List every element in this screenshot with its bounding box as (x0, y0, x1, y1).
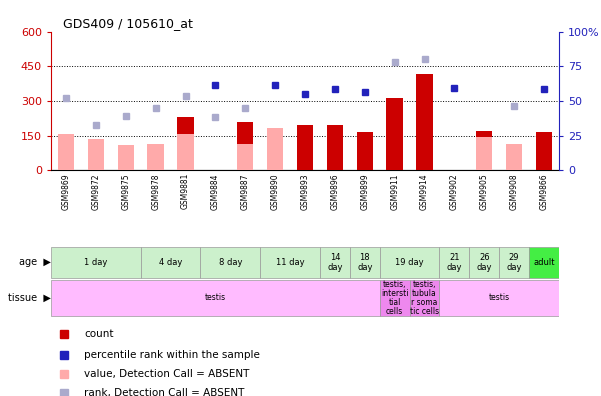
Bar (529, 247, 559, 278)
Bar (439, 247, 469, 278)
Text: 14
day: 14 day (327, 253, 343, 272)
Bar (237, 144, 254, 170)
Bar (237, 122, 254, 170)
Text: count: count (84, 329, 114, 339)
Bar (350, 247, 380, 278)
Bar (88, 139, 104, 170)
Bar (147, 144, 164, 170)
Text: rank, Detection Call = ABSENT: rank, Detection Call = ABSENT (84, 388, 245, 396)
Text: 8 day: 8 day (219, 258, 242, 267)
Text: 4 day: 4 day (159, 258, 182, 267)
Bar (51, 280, 380, 316)
Bar (380, 247, 439, 278)
Bar (118, 145, 134, 170)
Text: testis,
tubula
r soma
tic cells: testis, tubula r soma tic cells (410, 280, 439, 316)
Text: testis: testis (205, 293, 226, 303)
Text: tissue  ▶: tissue ▶ (8, 293, 51, 303)
Bar (386, 97, 403, 170)
Bar (439, 280, 559, 316)
Bar (476, 137, 492, 170)
Bar (356, 132, 373, 170)
Text: percentile rank within the sample: percentile rank within the sample (84, 350, 260, 360)
Bar (58, 135, 75, 170)
Bar (416, 74, 433, 170)
Bar (499, 247, 529, 278)
Text: 19 day: 19 day (395, 258, 424, 267)
Text: 18
day: 18 day (357, 253, 373, 272)
Bar (409, 280, 439, 316)
Text: 11 day: 11 day (276, 258, 304, 267)
Bar (327, 125, 343, 170)
Bar (297, 125, 313, 170)
Bar (469, 247, 499, 278)
Bar (535, 132, 552, 170)
Bar (201, 247, 260, 278)
Bar (267, 128, 283, 170)
Text: value, Detection Call = ABSENT: value, Detection Call = ABSENT (84, 369, 249, 379)
Text: 1 day: 1 day (84, 258, 108, 267)
Text: age  ▶: age ▶ (19, 257, 51, 267)
Text: testis,
intersti
tial
cells: testis, intersti tial cells (381, 280, 408, 316)
Text: 29
day: 29 day (507, 253, 522, 272)
Bar (141, 247, 201, 278)
Bar (260, 247, 320, 278)
Text: GDS409 / 105610_at: GDS409 / 105610_at (63, 17, 193, 30)
Text: testis: testis (489, 293, 510, 303)
Bar (506, 144, 522, 170)
Bar (476, 131, 492, 170)
Bar (380, 280, 409, 316)
Bar (177, 135, 194, 170)
Text: 21
day: 21 day (447, 253, 462, 272)
Text: adult: adult (533, 258, 555, 267)
Bar (51, 247, 141, 278)
Text: 26
day: 26 day (477, 253, 492, 272)
Bar (320, 247, 350, 278)
Bar (177, 117, 194, 170)
